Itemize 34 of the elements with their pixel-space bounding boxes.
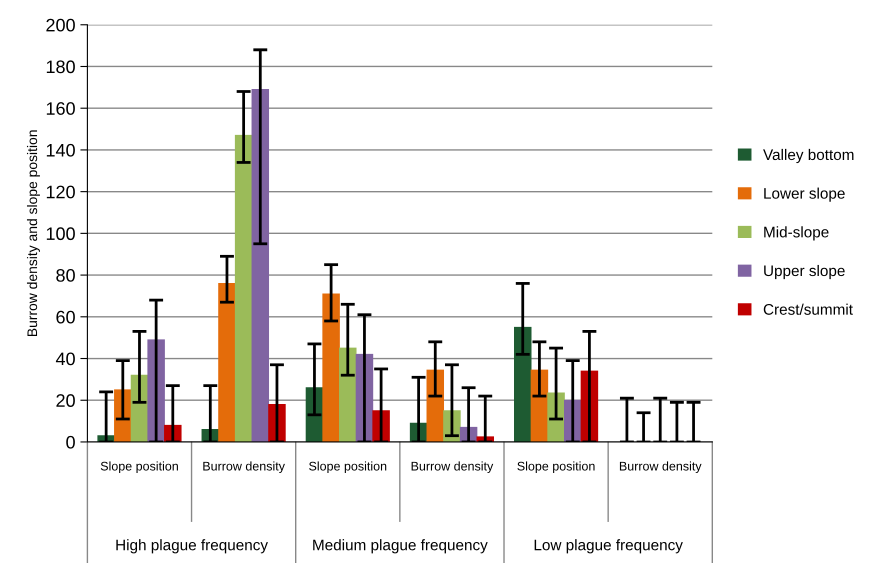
y-tick-label: 180	[46, 60, 75, 74]
x-tick-label: Slope position	[517, 461, 595, 474]
bar	[339, 348, 357, 442]
bar	[322, 293, 340, 442]
y-tick-label: 100	[46, 227, 75, 240]
bar	[426, 370, 444, 442]
legend-label: Mid-slope	[764, 226, 829, 240]
y-tick-label: 140	[46, 144, 75, 157]
x-tick-label: Burrow density	[203, 461, 285, 474]
x-tick-label: Slope position	[309, 461, 386, 474]
x-tick-label: Burrow density	[620, 461, 702, 474]
legend-label: Lower slope	[764, 188, 845, 202]
text: Medium plague frequency	[313, 539, 488, 554]
bar	[514, 326, 532, 442]
y-tick-label: 0	[66, 436, 75, 449]
y-tick-label: 80	[56, 269, 75, 282]
bar	[218, 283, 236, 442]
y-tick-label: 120	[46, 186, 75, 198]
y-tick-label: 20	[56, 394, 75, 407]
y-tick-label: 200	[46, 18, 75, 32]
legend-label: Upper slope	[764, 264, 845, 280]
y-tick-label: 60	[56, 310, 75, 324]
y-tick-label: 160	[46, 102, 75, 115]
bar	[530, 370, 548, 442]
y-tick-label: 40	[56, 352, 75, 366]
text: High plague frequency	[116, 539, 268, 554]
text: Low plague frequency	[534, 539, 683, 554]
x-tick-label: Slope position	[100, 461, 178, 474]
legend-label: Valley bottom	[763, 148, 854, 164]
x-tick-label: Burrow density	[412, 461, 494, 474]
bar	[234, 134, 252, 442]
y-axis-title: Burrow density and slope position	[26, 130, 40, 336]
bar	[252, 89, 270, 442]
legend-label: Crest/summit	[764, 304, 853, 315]
